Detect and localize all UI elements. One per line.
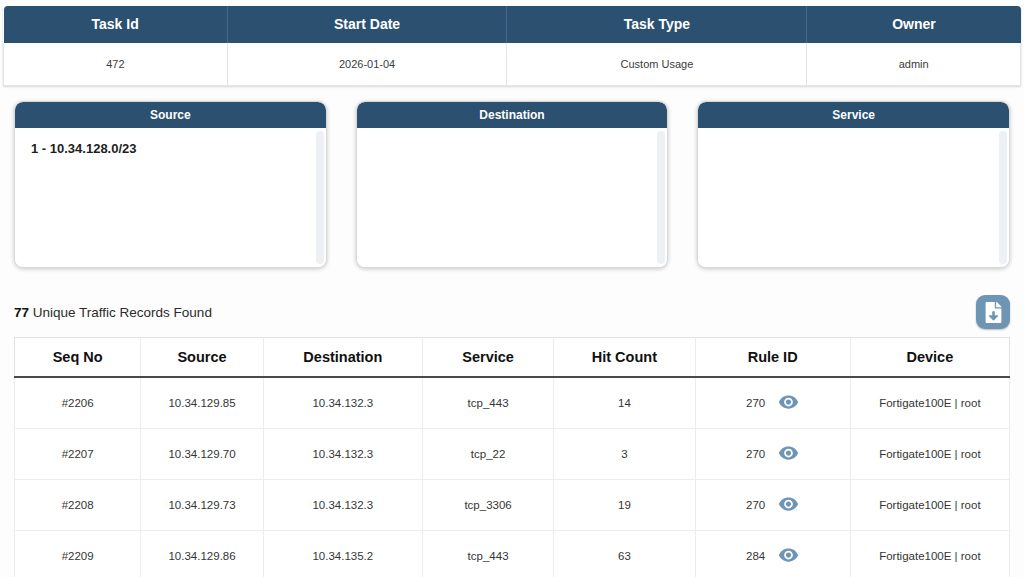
cell-service: tcp_443 bbox=[422, 377, 553, 429]
scrollbar-track[interactable] bbox=[999, 131, 1007, 264]
cell-rule-id: 284 bbox=[695, 531, 850, 577]
panel-body bbox=[698, 128, 1009, 267]
summary-column-header-start-date: Start Date bbox=[227, 6, 507, 43]
traffic-column-header-seq-no: Seq No bbox=[15, 338, 141, 378]
cell-destination: 10.34.135.2 bbox=[263, 531, 422, 577]
panel-list bbox=[698, 128, 1009, 150]
cell-destination: 10.34.132.3 bbox=[263, 377, 422, 429]
filter-panel-service: Service bbox=[697, 101, 1010, 268]
cell-service: tcp_443 bbox=[422, 531, 553, 577]
panel-list: 1 - 10.34.128.0/23 bbox=[15, 128, 326, 170]
cell-device: Fortigate100E | root bbox=[850, 480, 1009, 531]
cell-service: tcp_3306 bbox=[422, 480, 553, 531]
filter-panel-source: Source 1 - 10.34.128.0/23 bbox=[14, 101, 327, 268]
panel-title-service: Service bbox=[698, 102, 1009, 128]
eye-icon[interactable] bbox=[778, 395, 799, 410]
cell-destination: 10.34.132.3 bbox=[263, 480, 422, 531]
summary-header-row: Task IdStart DateTask TypeOwner bbox=[4, 6, 1021, 43]
summary-value-owner: admin bbox=[807, 43, 1021, 86]
traffic-row-2209: #220910.34.129.8610.34.135.2tcp_44363 284… bbox=[15, 531, 1010, 577]
cell-seq: #2209 bbox=[15, 531, 141, 577]
traffic-column-header-source: Source bbox=[141, 338, 263, 378]
rule-id-value: 270 bbox=[746, 397, 765, 409]
summary-value-start-date: 2026-01-04 bbox=[227, 43, 507, 86]
traffic-column-header-device: Device bbox=[850, 338, 1009, 378]
rule-id-value: 270 bbox=[746, 448, 765, 460]
panel-list bbox=[357, 128, 668, 150]
cell-hits: 63 bbox=[554, 531, 695, 577]
cell-rule-id: 270 bbox=[695, 377, 850, 429]
cell-source: 10.34.129.85 bbox=[141, 377, 263, 429]
cell-device: Fortigate100E | root bbox=[850, 429, 1009, 480]
cell-hits: 19 bbox=[554, 480, 695, 531]
summary-column-header-owner: Owner bbox=[807, 6, 1021, 43]
records-toolbar: 77 Unique Traffic Records Found bbox=[14, 295, 1010, 329]
panel-body: 1 - 10.34.128.0/23 bbox=[15, 128, 326, 267]
summary-value-task-id: 472 bbox=[4, 43, 228, 86]
traffic-column-header-destination: Destination bbox=[263, 338, 422, 378]
cell-rule-id: 270 bbox=[695, 480, 850, 531]
eye-icon[interactable] bbox=[778, 497, 799, 512]
cell-device: Fortigate100E | root bbox=[850, 377, 1009, 429]
records-count-text: 77 Unique Traffic Records Found bbox=[14, 305, 212, 320]
file-download-icon bbox=[985, 302, 1002, 323]
panel-title-destination: Destination bbox=[357, 102, 668, 128]
cell-seq: #2207 bbox=[15, 429, 141, 480]
cell-rule-id: 270 bbox=[695, 429, 850, 480]
cell-source: 10.34.129.86 bbox=[141, 531, 263, 577]
cell-device: Fortigate100E | root bbox=[850, 531, 1009, 577]
cell-seq: #2208 bbox=[15, 480, 141, 531]
cell-seq: #2206 bbox=[15, 377, 141, 429]
rule-id-value: 270 bbox=[746, 499, 765, 511]
traffic-column-header-service: Service bbox=[422, 338, 553, 378]
eye-icon[interactable] bbox=[778, 446, 799, 461]
scrollbar-track[interactable] bbox=[316, 131, 324, 264]
panel-title-source: Source bbox=[15, 102, 326, 128]
traffic-column-header-rule-id: Rule ID bbox=[695, 338, 850, 378]
cell-destination: 10.34.132.3 bbox=[263, 429, 422, 480]
filter-panel-destination: Destination bbox=[356, 101, 669, 268]
summary-value-task-type: Custom Usage bbox=[507, 43, 807, 86]
rule-id-with-view: 270 bbox=[746, 497, 799, 512]
download-records-button[interactable] bbox=[976, 295, 1010, 329]
traffic-row-2208: #220810.34.129.7310.34.132.3tcp_330619 27… bbox=[15, 480, 1010, 531]
cell-hits: 3 bbox=[554, 429, 695, 480]
summary-column-header-task-id: Task Id bbox=[4, 6, 228, 43]
rule-id-with-view: 270 bbox=[746, 446, 799, 461]
traffic-row-2207: #220710.34.129.7010.34.132.3tcp_223 270 F… bbox=[15, 429, 1010, 480]
traffic-records-table: Seq NoSourceDestinationServiceHit CountR… bbox=[14, 337, 1010, 577]
scrollbar-track[interactable] bbox=[657, 131, 665, 264]
panel-body bbox=[357, 128, 668, 267]
task-summary-table: Task IdStart DateTask TypeOwner 4722026-… bbox=[3, 6, 1021, 86]
cell-source: 10.34.129.70 bbox=[141, 429, 263, 480]
traffic-header-row: Seq NoSourceDestinationServiceHit CountR… bbox=[15, 338, 1010, 378]
rule-id-with-view: 270 bbox=[746, 395, 799, 410]
eye-icon[interactable] bbox=[778, 548, 799, 563]
summary-value-row: 4722026-01-04Custom Usageadmin bbox=[4, 43, 1021, 86]
records-label: Unique Traffic Records Found bbox=[33, 305, 212, 320]
cell-service: tcp_22 bbox=[422, 429, 553, 480]
records-count: 77 bbox=[14, 305, 29, 320]
rule-id-value: 284 bbox=[746, 550, 765, 562]
cell-source: 10.34.129.73 bbox=[141, 480, 263, 531]
panel-list-item: 1 - 10.34.128.0/23 bbox=[31, 139, 310, 159]
traffic-row-2206: #220610.34.129.8510.34.132.3tcp_44314 270… bbox=[15, 377, 1010, 429]
traffic-column-header-hit-count: Hit Count bbox=[554, 338, 695, 378]
rule-id-with-view: 284 bbox=[746, 548, 799, 563]
filter-panels: Source 1 - 10.34.128.0/23 Destination Se… bbox=[14, 101, 1010, 268]
summary-column-header-task-type: Task Type bbox=[507, 6, 807, 43]
cell-hits: 14 bbox=[554, 377, 695, 429]
